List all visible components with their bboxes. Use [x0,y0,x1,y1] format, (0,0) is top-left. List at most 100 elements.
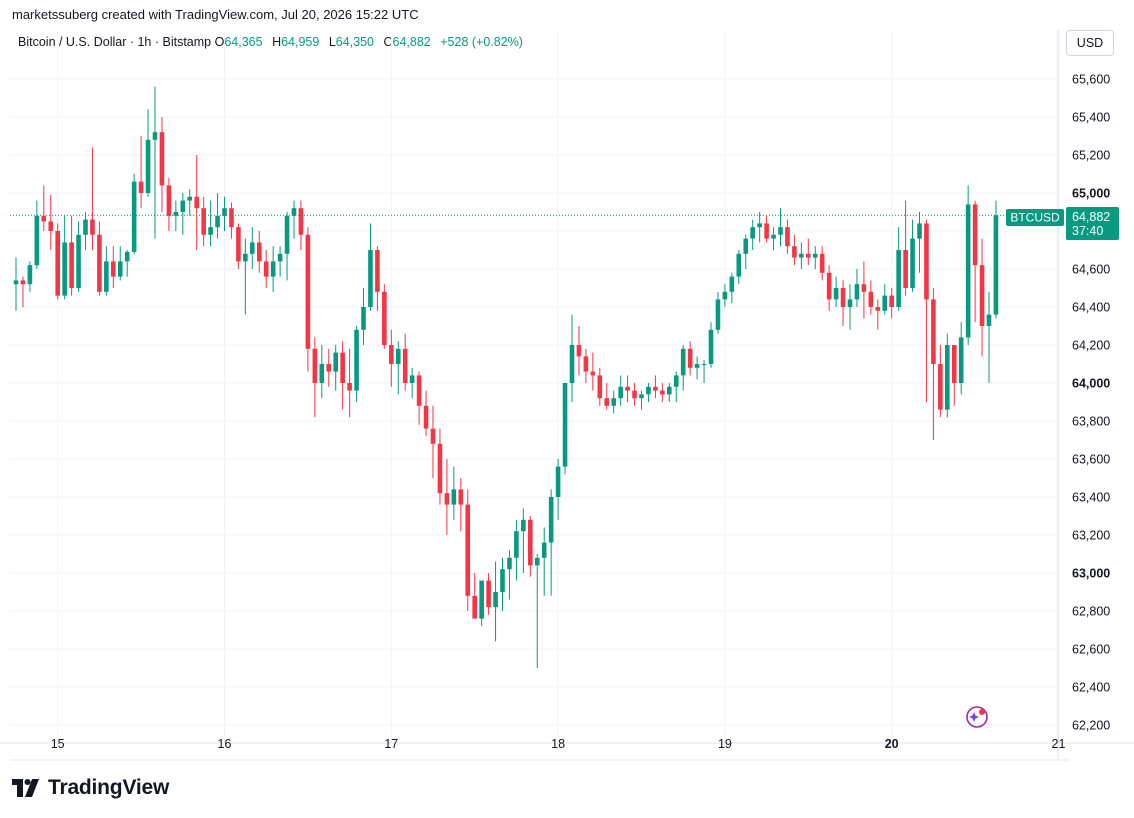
candle [423,390,429,437]
candle-body [340,352,345,383]
candle-body [187,196,193,201]
candle [583,348,589,383]
candle-body [48,221,54,231]
candle-body [430,428,436,444]
candle-body [368,250,373,307]
ai-sparkle-icon[interactable] [966,706,988,728]
candle-body [715,299,721,330]
candle [97,221,102,296]
candle-body [382,291,387,345]
candle [660,383,665,402]
candle-body [653,386,658,391]
candle [48,194,54,250]
candle [979,238,985,357]
candle-body [173,212,179,216]
candle [354,326,359,402]
price-tick-label: 65,000 [1072,187,1110,201]
candle [166,177,172,231]
candle-body [534,557,540,566]
currency-button[interactable]: USD [1066,30,1114,56]
candle-body [208,227,213,235]
candle-body [958,337,964,383]
candle [76,221,81,292]
price-tick-label: 62,200 [1072,719,1110,733]
candle-body [667,386,672,395]
time-tick-label: 17 [384,737,398,751]
candle-body [409,375,415,383]
time-tick-label: 19 [718,737,732,751]
low-value: 64,350 [335,35,374,49]
candle [465,489,471,611]
candle [639,390,644,410]
candle [159,117,165,212]
candle [555,459,561,520]
candle [208,200,213,247]
candle [62,215,67,300]
candle-body [312,348,318,383]
candle-body [736,253,742,277]
time-tick-label: 18 [551,737,565,751]
candle-body [13,280,19,285]
candle [55,223,60,300]
candle-body [20,280,26,285]
candle [361,288,366,345]
candle [736,250,742,285]
tradingview-logo[interactable]: TradingView [12,776,169,800]
candle [180,193,186,235]
candle [243,238,248,315]
candle [833,276,839,307]
candle-body [444,493,450,505]
candle-body [222,208,227,216]
candle [743,234,749,269]
candle [569,314,575,402]
candle-body [854,284,860,300]
candle [819,246,825,281]
candle-body [583,356,589,372]
candle [889,288,894,319]
candle [368,223,373,311]
candle [69,215,74,296]
time-axis[interactable]: 15 16 17 18 19 20 21 [51,737,1066,751]
ohlc-legend: Bitcoin / U.S. Dollar · 1h · Bitstamp O6… [18,35,529,49]
candle-body [395,348,401,364]
low-label: L [328,35,336,49]
candle-body [472,595,477,619]
candle [13,257,19,311]
candle-body [256,242,262,262]
candle [187,189,193,216]
candle-body [402,348,408,383]
price-axis[interactable]: 62,200 62,400 62,600 62,800 63,000 63,200 63,4… [1072,73,1110,733]
candle [972,200,978,323]
candle [528,516,533,577]
candle-body [569,345,575,383]
candle-body [826,272,832,300]
candle [687,341,693,376]
candle [611,390,616,414]
candle-body [514,531,519,558]
candle-body [236,227,241,262]
symbol-tag-text: BTCUSD [1010,211,1060,225]
candle [104,246,109,296]
candle-body [124,251,130,262]
candle [430,405,436,478]
candle [389,329,394,387]
candle-body [375,250,380,292]
candle [319,345,325,399]
candle [291,200,297,239]
candle-body [229,208,234,228]
candles [13,86,999,668]
candle-body [97,234,102,292]
candle [521,508,526,573]
candle-body [799,253,804,258]
candle-body [597,375,603,399]
candle-body [117,261,123,277]
candle-body [722,291,728,300]
candle [298,200,304,250]
candle-body [41,215,47,222]
candle-body [576,345,582,357]
open-value: 64,365 [224,35,263,49]
candle [250,227,255,269]
candle [910,219,915,292]
candle [277,246,283,277]
